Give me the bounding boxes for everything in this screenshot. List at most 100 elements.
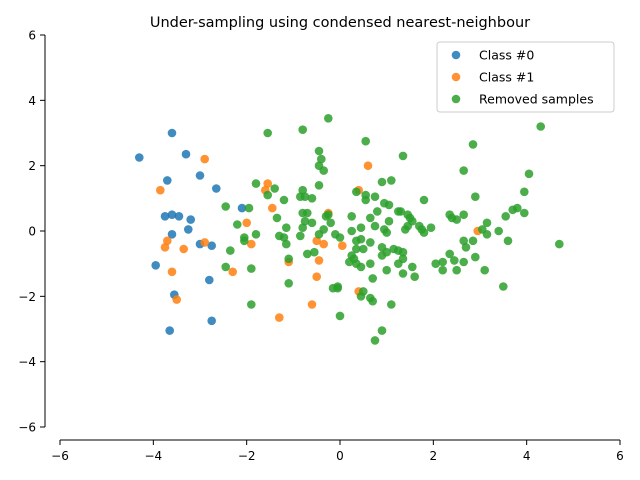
- legend: Class #0 Class #1 Removed samples: [436, 41, 615, 113]
- series-2-point: [520, 187, 529, 197]
- series-2-point: [298, 125, 308, 134]
- series-2-point: [314, 181, 324, 190]
- series-2-point: [426, 223, 436, 232]
- series-2-point: [326, 218, 336, 228]
- series-2-point: [233, 220, 242, 229]
- series-2-point: [298, 185, 308, 195]
- series-2-point: [356, 223, 366, 232]
- series-1-point: [314, 256, 324, 265]
- series-2-point: [459, 236, 469, 246]
- series-0-point: [167, 128, 177, 138]
- series-2-point: [398, 151, 408, 161]
- series-2-point: [272, 213, 282, 223]
- series-2-point: [555, 239, 564, 249]
- legend-box: [436, 41, 615, 113]
- series-0-point: [135, 153, 144, 162]
- series-2-point: [335, 311, 345, 321]
- series-0-point: [207, 316, 216, 326]
- series-2-point: [335, 233, 345, 242]
- x-tick-label: −6: [51, 449, 69, 463]
- series-1-point: [242, 218, 251, 228]
- series-1-point: [263, 179, 273, 188]
- chart-title: Under-sampling using condensed nearest-n…: [150, 15, 530, 31]
- series-0-point: [160, 212, 170, 221]
- series-2-point: [536, 122, 545, 131]
- series-2-point: [452, 265, 462, 275]
- axes-layer: −6 −4 −2 0 2 4 6 −6 −4 −2 0 2 4 6: [18, 29, 624, 464]
- series-2-point: [284, 254, 294, 264]
- series-2-point: [300, 192, 310, 201]
- y-tick-label: 0: [28, 225, 36, 239]
- series-1-point: [172, 295, 181, 304]
- series-2-point: [398, 247, 408, 257]
- series-2-point: [298, 223, 308, 232]
- series-2-point: [524, 169, 534, 179]
- series-1-point: [228, 267, 237, 277]
- series-1-point: [200, 154, 209, 164]
- series-2-point: [356, 234, 366, 244]
- series-0-point: [163, 176, 172, 185]
- series-0-point: [195, 171, 205, 180]
- series-2-point: [419, 228, 429, 237]
- series-2-point: [370, 192, 380, 201]
- series-1-point: [247, 239, 256, 249]
- series-2-point: [459, 210, 469, 219]
- series-2-point: [226, 246, 235, 255]
- series-2-point: [347, 226, 357, 236]
- series-1-point: [268, 203, 277, 213]
- series-2-point: [319, 225, 329, 234]
- series-2-point: [377, 251, 387, 260]
- series-2-point: [244, 203, 254, 213]
- series-1-point: [363, 161, 373, 170]
- series-2-point: [279, 195, 289, 205]
- legend-marker: [451, 72, 461, 82]
- series-1-point: [200, 238, 209, 247]
- series-1-point: [160, 243, 170, 252]
- x-tick-label: 2: [430, 449, 438, 463]
- series-2-point: [370, 221, 380, 231]
- series-2-point: [370, 336, 380, 345]
- series-1-point: [163, 236, 172, 246]
- series-1-point: [307, 300, 317, 309]
- series-2-point: [247, 300, 256, 309]
- series-1-point: [312, 236, 322, 246]
- x-tick-label: 4: [523, 449, 531, 463]
- series-2-point: [366, 238, 375, 247]
- legend-label: Removed samples: [479, 92, 594, 107]
- series-2-point: [317, 154, 326, 164]
- series-2-point: [468, 140, 478, 149]
- series-2-point: [319, 166, 329, 175]
- series-2-point: [314, 146, 324, 156]
- series-0-point: [212, 184, 221, 193]
- x-tick-label: −4: [144, 449, 162, 463]
- series-1-point: [156, 185, 165, 195]
- series-2-point: [251, 230, 261, 239]
- series-0-point: [186, 215, 195, 224]
- series-2-point: [459, 166, 469, 175]
- series-2-point: [468, 236, 478, 246]
- series-2-point: [310, 247, 319, 257]
- series-2-point: [445, 249, 455, 259]
- series-1-point: [179, 244, 188, 254]
- series-1-point: [275, 313, 284, 322]
- series-2-point: [419, 195, 429, 205]
- series-0-point: [165, 326, 174, 335]
- series-2-point: [240, 233, 249, 242]
- series-2-point: [324, 210, 333, 219]
- series-0-point: [167, 210, 177, 219]
- series-2-point: [356, 262, 366, 272]
- series-2-point: [408, 262, 417, 272]
- series-2-point: [471, 252, 480, 262]
- series-2-point: [384, 200, 394, 210]
- series-2-point: [368, 274, 378, 283]
- series-2-point: [284, 279, 294, 288]
- series-2-point: [438, 265, 448, 275]
- y-tick-label: −4: [18, 355, 36, 369]
- series-2-point: [382, 265, 392, 275]
- series-2-point: [270, 184, 280, 193]
- series-2-point: [263, 190, 273, 200]
- y-tick-label: 2: [28, 159, 36, 173]
- series-2-point: [438, 257, 448, 267]
- legend-marker: [451, 50, 461, 60]
